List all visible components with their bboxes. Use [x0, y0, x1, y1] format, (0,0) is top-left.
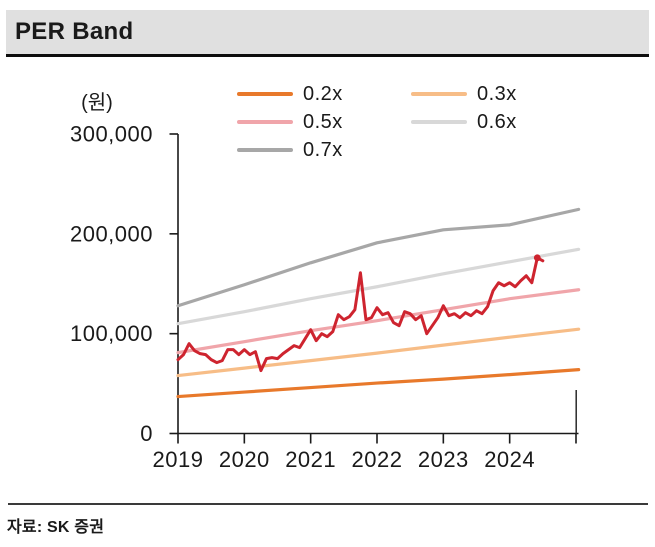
- legend-label-0.5x: 0.5x: [303, 110, 343, 133]
- y-tick-label-0: 0: [140, 421, 153, 446]
- band-line-0.6x: [176, 247, 581, 326]
- band-line-0.7x: [176, 207, 581, 308]
- figure-header: PER Band: [6, 10, 649, 57]
- legend-item-0.7x: 0.7x: [237, 136, 411, 164]
- y-tick-label-200000: 200,000: [70, 221, 153, 246]
- legend-label-0.2x: 0.2x: [303, 82, 343, 105]
- chart-legend: 0.2x 0.3x 0.5x 0.6x 0.7x: [237, 80, 517, 164]
- legend-label-0.7x: 0.7x: [303, 138, 343, 161]
- legend-label-0.6x: 0.6x: [477, 110, 517, 133]
- x-tick-label-2019: 2019: [153, 447, 204, 472]
- x-tick-label-2021: 2021: [285, 447, 336, 472]
- x-tick-label-2022: 2022: [352, 447, 403, 472]
- x-tick-label-2023: 2023: [418, 447, 469, 472]
- band-line-0.2x: [176, 368, 581, 399]
- footer-divider: [8, 503, 648, 505]
- legend-swatch-0.5x: [237, 120, 293, 124]
- legend-swatch-0.2x: [237, 92, 293, 96]
- band-line-0.5x: [176, 288, 581, 355]
- page-title: PER Band: [15, 18, 134, 45]
- y-axis-unit-label: (원): [81, 91, 113, 114]
- price-end-marker: [533, 254, 541, 262]
- legend-item-0.5x: 0.5x: [237, 108, 411, 136]
- y-tick-label-300000: 300,000: [70, 122, 153, 147]
- legend-item-0.6x: 0.6x: [411, 108, 517, 136]
- x-tick-label-2020: 2020: [219, 447, 270, 472]
- band-line-0.3x: [176, 327, 581, 378]
- y-tick-label-100000: 100,000: [70, 321, 153, 346]
- legend-item-0.2x: 0.2x: [237, 80, 411, 108]
- legend-swatch-0.7x: [237, 148, 293, 152]
- legend-label-0.3x: 0.3x: [477, 82, 517, 105]
- x-tick-label-2024: 2024: [484, 447, 535, 472]
- legend-item-0.3x: 0.3x: [411, 80, 517, 108]
- source-note: 자료: SK 증권: [7, 519, 105, 536]
- price-line: [176, 256, 545, 373]
- legend-swatch-0.3x: [411, 92, 467, 96]
- legend-swatch-0.6x: [411, 120, 467, 124]
